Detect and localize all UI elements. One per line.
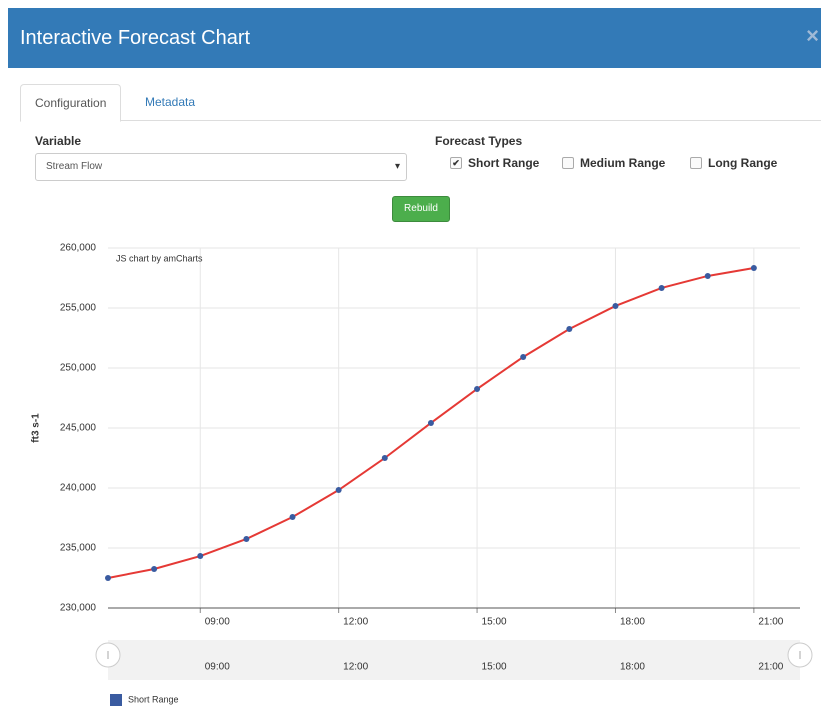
legend-swatch — [110, 694, 122, 706]
watermark: JS chart by amCharts — [116, 253, 203, 263]
y-tick-label: 255,000 — [60, 303, 97, 314]
bullet — [750, 265, 757, 272]
modal-title: Interactive Forecast Chart — [20, 27, 251, 49]
y-tick-label: 230,000 — [60, 603, 97, 614]
checkbox-label: Short Range — [468, 156, 540, 170]
bullet — [151, 566, 158, 572]
tab[interactable]: Configuration — [20, 84, 122, 122]
x-tick-label: 12:00 — [343, 617, 368, 628]
checkbox[interactable]: Medium Range — [562, 156, 665, 170]
bullet — [243, 536, 250, 542]
x-tick-label: 21:00 — [758, 617, 783, 628]
scrollbar-label: 09:00 — [205, 662, 230, 673]
checkbox-label: Medium Range — [580, 156, 666, 170]
y-tick-label: 235,000 — [60, 543, 97, 554]
bullet — [704, 272, 711, 279]
bullet — [520, 353, 527, 360]
x-tick-label: 09:00 — [205, 617, 230, 628]
scrollbar — [108, 640, 800, 680]
chart: 230,000 235,000 240,000 245,000 250,000 255,0… — [31, 243, 813, 706]
y-axis-label: ft3 s-1 — [31, 413, 42, 443]
checkbox-box: ✔ — [450, 157, 462, 169]
x-tick-label: 15:00 — [482, 617, 507, 628]
scrollbar-label: 15:00 — [482, 662, 507, 673]
bullet — [381, 455, 388, 461]
bullet — [612, 302, 619, 309]
button[interactable]: Rebuild — [392, 196, 450, 222]
checkbox-box — [690, 157, 702, 169]
bullet — [335, 487, 342, 494]
checkbox[interactable]: Long Range — [690, 156, 777, 170]
bullet — [197, 553, 204, 560]
checkbox-box — [562, 157, 574, 169]
close-button[interactable]: × — [806, 23, 819, 48]
scrollbar-label: 12:00 — [343, 662, 368, 673]
bullet — [474, 386, 481, 392]
y-tick-label: 250,000 — [60, 363, 97, 374]
x-tick-label: 18:00 — [620, 617, 645, 628]
modal-header: Interactive Forecast Chart × — [8, 8, 821, 68]
bullet — [289, 514, 296, 521]
tab[interactable]: Metadata — [145, 95, 196, 109]
scrollbar-label: 18:00 — [620, 662, 645, 673]
bullet — [105, 575, 111, 581]
legend-label: Short Range — [128, 694, 179, 704]
y-tick-label: 260,000 — [60, 243, 97, 254]
select[interactable]: Stream Flow — [35, 153, 407, 181]
checkbox-label: Long Range — [708, 156, 778, 170]
y-tick-label: 245,000 — [60, 423, 97, 434]
tab-divider — [20, 120, 821, 121]
bullet — [566, 326, 573, 332]
field-label: Forecast Types — [435, 134, 523, 148]
y-tick-label: 240,000 — [60, 483, 97, 494]
bullet — [658, 284, 665, 291]
checkbox[interactable]: ✔ Short Range — [450, 156, 539, 170]
scrollbar-label: 21:00 — [758, 662, 783, 673]
bullet — [427, 419, 434, 426]
field-label: Variable — [35, 134, 82, 148]
